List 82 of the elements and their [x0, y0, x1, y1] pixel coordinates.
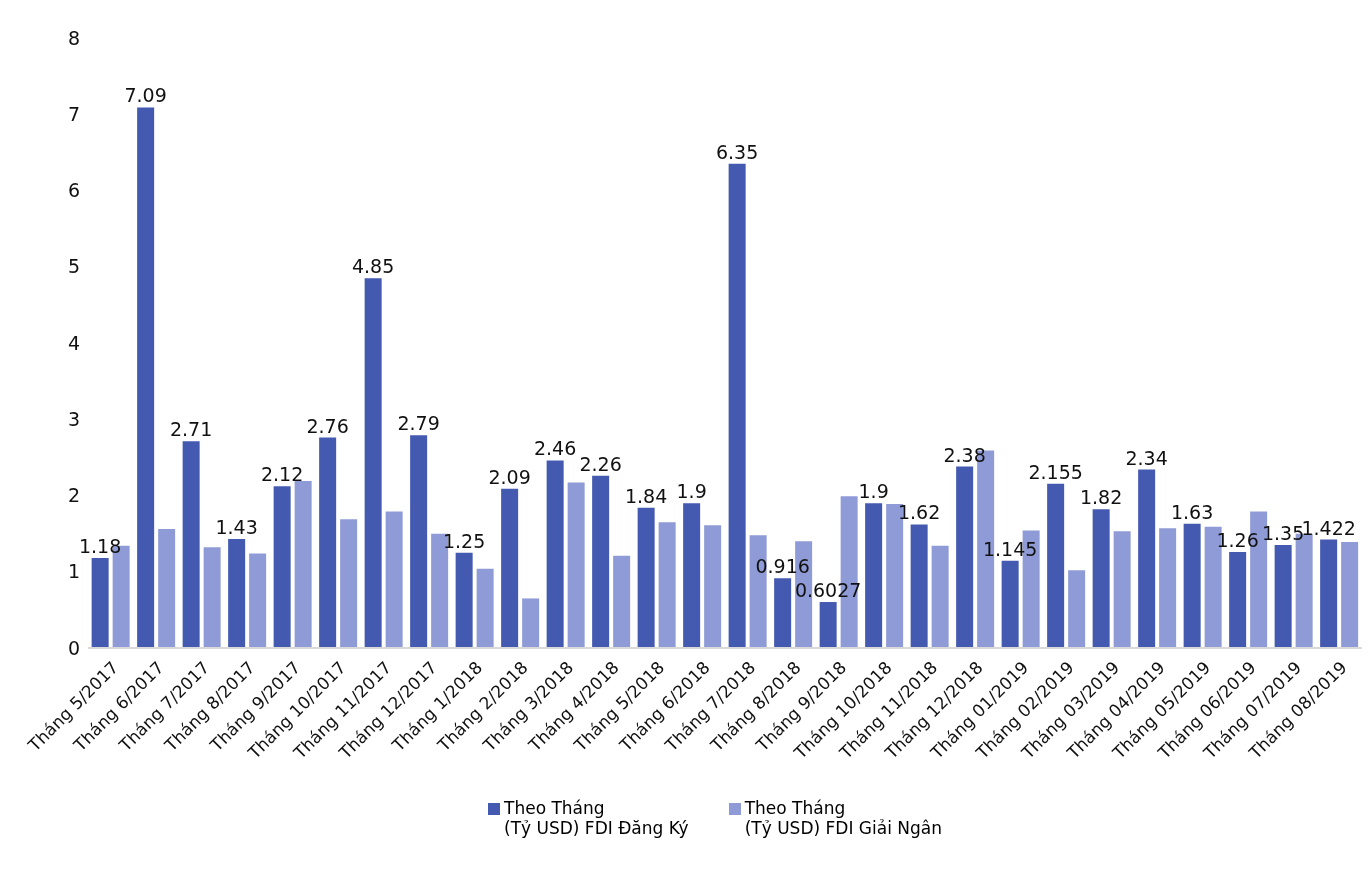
bar	[410, 435, 428, 648]
data-label: 1.63	[1170, 500, 1214, 523]
bar	[613, 555, 631, 648]
bar	[1001, 560, 1019, 648]
bar	[455, 552, 473, 648]
data-label: 1.25	[442, 529, 486, 552]
bar	[137, 107, 155, 648]
y-tick-label: 1	[67, 560, 80, 583]
y-tick-label: 4	[67, 331, 80, 354]
data-label: 1.9	[676, 480, 707, 503]
data-label: 2.12	[260, 463, 304, 486]
bar	[1047, 483, 1065, 648]
bar	[956, 466, 974, 648]
bar	[1138, 469, 1156, 648]
bar	[1229, 551, 1247, 648]
bar	[1274, 545, 1292, 648]
bar	[1159, 528, 1177, 648]
bar	[546, 460, 564, 648]
bar	[1341, 542, 1359, 648]
bar	[385, 511, 403, 648]
bar	[865, 503, 883, 648]
bar	[774, 578, 792, 648]
data-label: 2.26	[579, 452, 622, 475]
bar	[476, 568, 494, 648]
data-label: 1.82	[1079, 486, 1123, 509]
bar	[931, 545, 949, 648]
bar	[501, 488, 519, 648]
bar	[319, 437, 337, 648]
y-tick-label: 2	[67, 484, 80, 507]
data-label: 1.62	[897, 501, 941, 524]
bar	[273, 486, 291, 648]
data-label: 2.09	[488, 465, 531, 488]
bar	[704, 525, 722, 648]
y-tick-label: 6	[67, 179, 80, 202]
data-label: 2.79	[397, 412, 440, 435]
y-tick-label: 0	[67, 636, 80, 659]
legend-label: Theo Tháng (Tỷ USD) FDI Đăng Ký	[504, 798, 689, 838]
data-label: 2.38	[943, 443, 986, 466]
bar	[182, 441, 200, 648]
data-label: 1.9	[858, 480, 889, 503]
y-tick-label: 3	[67, 407, 80, 430]
bar	[910, 524, 928, 648]
y-tick-label: 8	[67, 26, 80, 49]
bar	[340, 519, 358, 648]
bar	[364, 278, 382, 648]
bar	[1183, 523, 1201, 648]
bar	[1113, 531, 1131, 648]
legend-label: Theo Tháng (Tỷ USD) FDI Giải Ngân	[744, 798, 942, 838]
bar	[158, 529, 176, 648]
y-tick-label: 7	[67, 103, 80, 125]
bar	[683, 503, 701, 648]
y-tick-label: 5	[67, 255, 80, 278]
bar	[728, 163, 746, 648]
bar	[1092, 509, 1110, 648]
bar	[819, 602, 837, 648]
data-label: 2.46	[533, 437, 577, 460]
bar	[203, 547, 221, 648]
data-label: 1.84	[624, 484, 668, 507]
data-label: 1.145	[982, 537, 1038, 560]
data-label: 7.09	[124, 84, 167, 107]
data-label: 2.155	[1028, 460, 1083, 483]
bar	[294, 481, 312, 648]
data-label: 1.43	[215, 515, 258, 538]
bar	[228, 538, 246, 648]
data-label: 1.18	[78, 535, 122, 558]
bar	[1068, 570, 1086, 648]
data-label: 4.85	[351, 255, 395, 278]
bar	[1320, 539, 1338, 648]
bar	[637, 507, 655, 648]
bar	[91, 558, 109, 648]
data-label: 2.34	[1125, 446, 1168, 469]
bar	[249, 553, 267, 648]
data-label: 2.71	[169, 418, 213, 441]
data-label: 1.26	[1216, 528, 1259, 551]
bar	[658, 522, 676, 648]
bar	[522, 598, 540, 648]
data-label: 6.35	[715, 140, 759, 163]
data-label: 2.76	[306, 414, 349, 437]
data-label: 0.916	[755, 555, 810, 578]
bar	[567, 482, 585, 648]
bar	[592, 475, 610, 648]
data-label: 0.6027	[794, 579, 862, 602]
